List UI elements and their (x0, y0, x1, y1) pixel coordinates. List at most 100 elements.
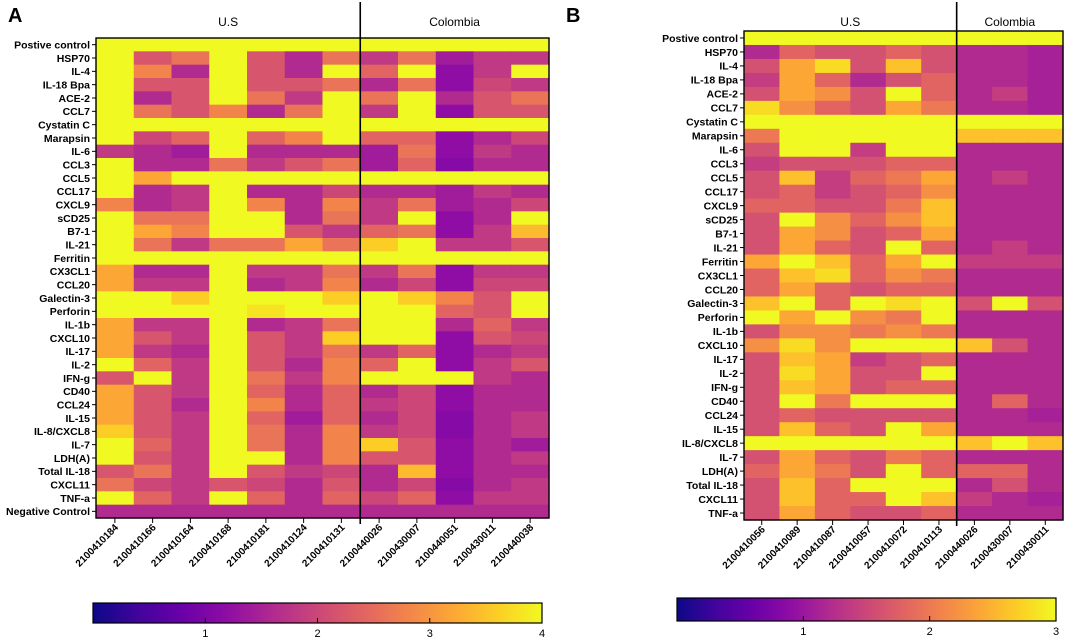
row-label: IL-4 (719, 61, 738, 73)
heatmap-cell (779, 254, 816, 270)
heatmap-cell (322, 251, 361, 266)
heatmap-cell (744, 310, 781, 325)
heatmap-cell (1027, 338, 1064, 353)
heatmap-cell (284, 104, 324, 119)
heatmap-cell (992, 58, 1029, 74)
heatmap-cell (171, 504, 210, 519)
row-label: Marapsin (44, 133, 90, 145)
heatmap-cell (744, 408, 781, 423)
heatmap-cell (992, 212, 1029, 228)
heatmap-cell (744, 380, 781, 395)
heatmap-cell (744, 72, 781, 88)
heatmap-cell (209, 504, 248, 519)
heatmap-cell (511, 411, 550, 426)
heatmap-cell (284, 504, 324, 519)
heatmap-cell (171, 344, 210, 359)
heatmap-cell (473, 278, 512, 292)
heatmap-cell (921, 170, 958, 186)
heatmap-cell (247, 451, 286, 466)
heatmap-cell (171, 478, 210, 492)
heatmap-cell (360, 131, 399, 146)
heatmap-cell (921, 100, 958, 116)
heatmap-cell (511, 38, 550, 52)
heatmap-cell (284, 64, 324, 79)
heatmap-cell (133, 424, 173, 439)
heatmap-cell (850, 31, 887, 46)
heatmap-cell (171, 238, 210, 252)
heatmap-cell (511, 91, 550, 106)
heatmap-cell (435, 438, 475, 452)
heatmap-cell (435, 104, 475, 119)
heatmap-cell (744, 450, 781, 465)
row-label: CXCL9 (704, 200, 739, 212)
heatmap-cell (885, 142, 922, 158)
heatmap-cell (814, 338, 851, 353)
row-label: IL-18 Bpa (691, 75, 738, 87)
heatmap-cell (814, 254, 851, 270)
heatmap-cell (473, 238, 512, 252)
heatmap-cell (992, 492, 1029, 507)
heatmap-cell (921, 44, 958, 60)
heatmap-cell (1027, 268, 1064, 284)
heatmap-cell (473, 131, 512, 146)
heatmap-cell (322, 424, 361, 439)
heatmap-cell (885, 492, 922, 507)
heatmap-cell (992, 226, 1029, 242)
heatmap-cell (247, 291, 286, 306)
heatmap-cell (956, 86, 993, 102)
heatmap-cell (1027, 184, 1064, 200)
heatmap-cell (744, 240, 781, 256)
heatmap-cell (744, 58, 781, 74)
group-label: Colombia (429, 15, 480, 29)
row-label: CCL5 (63, 173, 91, 185)
heatmap-cell (171, 371, 210, 386)
heatmap-cell (360, 38, 399, 52)
heatmap-cell (96, 358, 135, 372)
heatmap-cell (360, 158, 399, 172)
heatmap-cell (779, 114, 816, 130)
heatmap-cell (779, 436, 816, 451)
heatmap-cell (921, 86, 958, 102)
heatmap-cell (511, 451, 550, 466)
heatmap-cell (435, 131, 475, 146)
heatmap-cell (133, 104, 173, 119)
colorbar-tick-label: 2 (314, 628, 320, 640)
row-label: CCL20 (705, 284, 738, 296)
heatmap-cell (744, 492, 781, 507)
row-label: CD40 (63, 386, 90, 398)
heatmap-cell (921, 296, 958, 312)
heatmap-cell (284, 158, 324, 172)
heatmap-cell (921, 128, 958, 144)
heatmap-cell (171, 358, 210, 372)
row-label: sCD25 (57, 213, 90, 225)
heatmap-cell (435, 371, 475, 386)
heatmap-cell (814, 366, 851, 381)
heatmap-cell (511, 304, 550, 319)
heatmap-cell (992, 142, 1029, 158)
heatmap-cell (850, 352, 887, 367)
heatmap-cell (1027, 114, 1064, 130)
row-label: IL-8/CXCL8 (682, 438, 738, 450)
heatmap-cell (209, 331, 248, 346)
row-label: CCL20 (57, 279, 90, 291)
heatmap-cell (744, 478, 781, 493)
heatmap-cell (360, 78, 399, 92)
heatmap-cell (779, 240, 816, 256)
heatmap-cell (322, 171, 361, 186)
heatmap-cell (921, 436, 958, 451)
heatmap-cell (511, 278, 550, 292)
heatmap-cell (209, 424, 248, 439)
heatmap-cell (133, 184, 173, 199)
heatmap-cell (814, 478, 851, 493)
heatmap-cell (744, 198, 781, 214)
heatmap-cell (814, 506, 851, 521)
heatmap-cell (133, 51, 173, 66)
heatmap-cell (850, 184, 887, 200)
heatmap-cell (171, 211, 210, 226)
heatmap-cell (956, 422, 993, 437)
heatmap-cell (322, 184, 361, 199)
heatmap-cell (435, 318, 475, 332)
heatmap-cell (744, 338, 781, 353)
heatmap-cell (133, 158, 173, 172)
